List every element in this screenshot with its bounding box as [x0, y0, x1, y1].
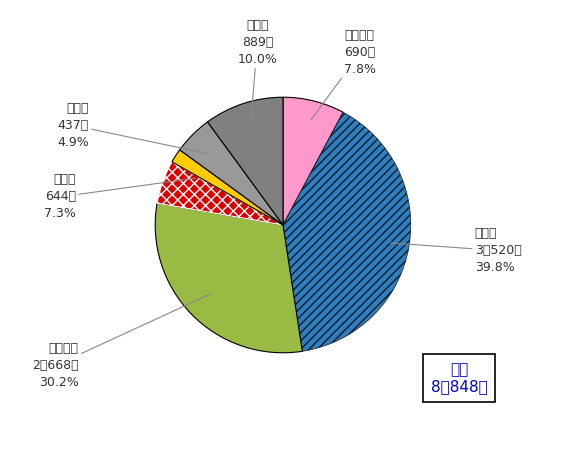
- Wedge shape: [157, 162, 283, 225]
- Wedge shape: [283, 97, 343, 225]
- Wedge shape: [283, 112, 411, 351]
- Wedge shape: [172, 150, 283, 225]
- Text: 合計
8，848件: 合計 8，848件: [431, 362, 488, 395]
- Text: 米国籍
3，520件
39.8%: 米国籍 3，520件 39.8%: [391, 227, 521, 274]
- Wedge shape: [179, 122, 283, 225]
- Text: その他
889件
10.0%: その他 889件 10.0%: [238, 19, 277, 121]
- Text: 韓国籍
437件
4.9%: 韓国籍 437件 4.9%: [57, 102, 208, 154]
- Text: 欧州国籍
2，668件
30.2%: 欧州国籍 2，668件 30.2%: [32, 294, 211, 389]
- Text: 中国籍
644件
7.3%: 中国籍 644件 7.3%: [44, 173, 196, 220]
- Text: 日本国籍
690件
7.8%: 日本国籍 690件 7.8%: [311, 29, 376, 120]
- Wedge shape: [208, 97, 283, 225]
- Wedge shape: [155, 203, 302, 353]
